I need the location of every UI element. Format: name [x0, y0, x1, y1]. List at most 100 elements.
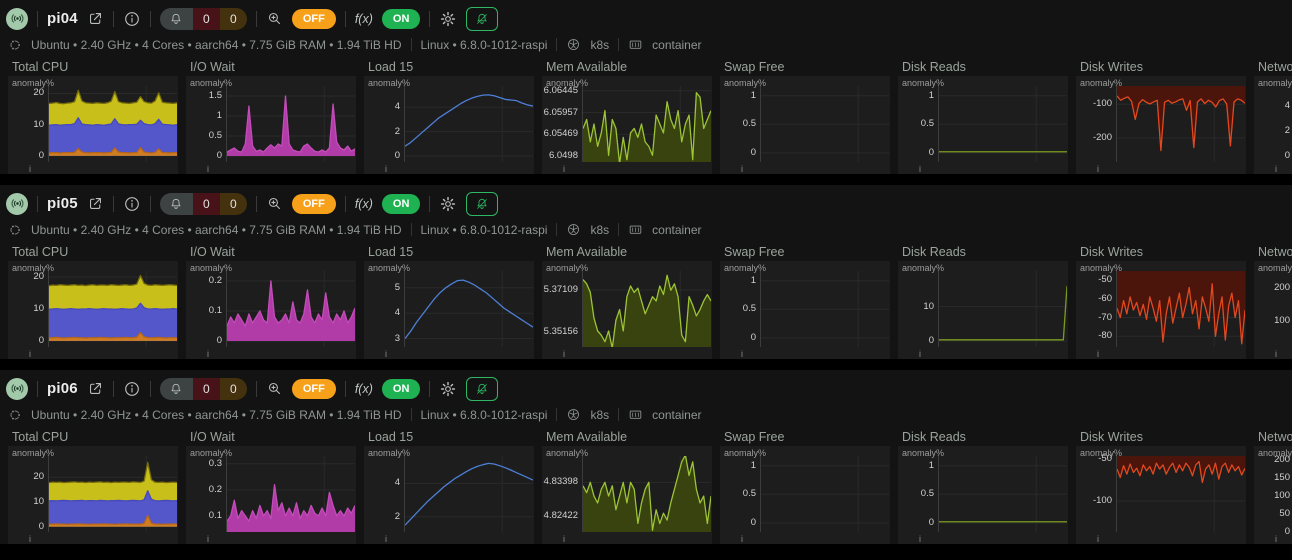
- chart-canvas[interactable]: [583, 86, 711, 162]
- anomaly-silence-button[interactable]: [466, 376, 499, 401]
- chart-canvas[interactable]: [583, 456, 711, 532]
- container-label[interactable]: container: [652, 37, 702, 52]
- chart-canvas[interactable]: [49, 86, 177, 162]
- node-status-icon[interactable]: [6, 7, 28, 30]
- chart-info-icon[interactable]: i: [1275, 534, 1277, 544]
- container-label[interactable]: container: [652, 407, 702, 422]
- chart-info-icon[interactable]: i: [385, 534, 387, 544]
- chart-panel[interactable]: anomaly% i 6.06445 6.05957 6.05469 6.0498: [542, 76, 712, 174]
- chart-info-icon[interactable]: i: [1275, 164, 1277, 174]
- chart-panel[interactable]: anomaly% i 200 100: [1254, 261, 1292, 359]
- chart-canvas[interactable]: [1117, 456, 1245, 532]
- chart-info-icon[interactable]: i: [207, 349, 209, 359]
- chart-info-icon[interactable]: i: [29, 349, 31, 359]
- info-icon[interactable]: [123, 195, 141, 213]
- alerts-pill[interactable]: 0 0: [159, 192, 247, 215]
- chart-plot-area[interactable]: [48, 86, 177, 162]
- chart-info-icon[interactable]: i: [1097, 534, 1099, 544]
- chart-canvas[interactable]: [405, 456, 533, 532]
- chart-plot-area[interactable]: [1116, 271, 1245, 347]
- chart-panel[interactable]: anomaly% i 0.3 0.2 0.1: [186, 446, 356, 544]
- chart-info-icon[interactable]: i: [563, 349, 565, 359]
- chart-plot-area[interactable]: [582, 271, 711, 347]
- chart-canvas[interactable]: [583, 271, 711, 347]
- chart-info-icon[interactable]: i: [29, 534, 31, 544]
- chart-plot-area[interactable]: [760, 86, 889, 162]
- chart-info-icon[interactable]: i: [207, 164, 209, 174]
- info-icon[interactable]: [123, 10, 141, 28]
- chart-canvas[interactable]: [405, 271, 533, 347]
- chart-plot-area[interactable]: [938, 456, 1067, 532]
- info-icon[interactable]: [123, 380, 141, 398]
- chart-plot-area[interactable]: [226, 86, 355, 162]
- chart-canvas[interactable]: [227, 271, 355, 347]
- zoom-toggle[interactable]: OFF: [291, 378, 336, 399]
- chart-panel[interactable]: anomaly% i 4 2 0: [364, 76, 534, 174]
- zoom-toggle[interactable]: OFF: [291, 8, 336, 29]
- chart-panel[interactable]: anomaly% i 200 150 100 50 0: [1254, 446, 1292, 544]
- host-name[interactable]: pi04: [47, 10, 78, 27]
- chart-canvas[interactable]: [49, 456, 177, 532]
- chart-canvas[interactable]: [939, 271, 1067, 347]
- chart-plot-area[interactable]: [938, 86, 1067, 162]
- k8s-label[interactable]: k8s: [590, 37, 610, 52]
- gear-icon[interactable]: [439, 195, 457, 213]
- k8s-label[interactable]: k8s: [590, 222, 610, 237]
- chart-plot-area[interactable]: [582, 456, 711, 532]
- chart-panel[interactable]: anomaly% i 4.83398 4.82422: [542, 446, 712, 544]
- chart-plot-area[interactable]: [404, 456, 533, 532]
- chart-canvas[interactable]: [1117, 86, 1245, 162]
- chart-panel[interactable]: anomaly% i 5 4 3: [364, 261, 534, 359]
- host-name[interactable]: pi06: [47, 380, 78, 397]
- gear-icon[interactable]: [439, 10, 457, 28]
- chart-info-icon[interactable]: i: [741, 534, 743, 544]
- chart-info-icon[interactable]: i: [919, 534, 921, 544]
- chart-plot-area[interactable]: [1116, 86, 1245, 162]
- k8s-label[interactable]: k8s: [590, 407, 610, 422]
- fx-toggle[interactable]: ON: [381, 8, 421, 29]
- chart-panel[interactable]: anomaly% i 1 0.5 0: [898, 76, 1068, 174]
- chart-panel[interactable]: anomaly% i 20 10 0: [8, 76, 178, 174]
- external-link-icon[interactable]: [87, 10, 104, 27]
- chart-panel[interactable]: anomaly% i -50 -100: [1076, 446, 1246, 544]
- container-label[interactable]: container: [652, 222, 702, 237]
- chart-plot-area[interactable]: [226, 456, 355, 532]
- chart-info-icon[interactable]: i: [385, 349, 387, 359]
- chart-panel[interactable]: anomaly% i -100 -200: [1076, 76, 1246, 174]
- chart-plot-area[interactable]: [1116, 456, 1245, 532]
- chart-info-icon[interactable]: i: [29, 164, 31, 174]
- alerts-pill[interactable]: 0 0: [159, 7, 247, 30]
- fx-toggle[interactable]: ON: [381, 193, 421, 214]
- chart-canvas[interactable]: [761, 86, 889, 162]
- chart-info-icon[interactable]: i: [919, 164, 921, 174]
- chart-info-icon[interactable]: i: [563, 164, 565, 174]
- chart-plot-area[interactable]: [760, 271, 889, 347]
- chart-info-icon[interactable]: i: [385, 164, 387, 174]
- chart-plot-area[interactable]: [404, 271, 533, 347]
- chart-panel[interactable]: anomaly% i 1 0.5 0: [720, 261, 890, 359]
- chart-plot-area[interactable]: [404, 86, 533, 162]
- chart-plot-area[interactable]: [48, 456, 177, 532]
- chart-panel[interactable]: anomaly% i 4 2: [364, 446, 534, 544]
- chart-panel[interactable]: anomaly% i 20 10 0: [8, 261, 178, 359]
- chart-canvas[interactable]: [939, 86, 1067, 162]
- chart-plot-area[interactable]: [48, 271, 177, 347]
- chart-panel[interactable]: anomaly% i 1 0.5 0: [720, 76, 890, 174]
- anomaly-silence-button[interactable]: [466, 6, 499, 31]
- chart-panel[interactable]: anomaly% i -50 -60 -70 -80: [1076, 261, 1246, 359]
- anomaly-silence-button[interactable]: [466, 191, 499, 216]
- chart-plot-area[interactable]: [582, 86, 711, 162]
- chart-info-icon[interactable]: i: [1097, 349, 1099, 359]
- chart-panel[interactable]: anomaly% i 10 0: [898, 261, 1068, 359]
- chart-canvas[interactable]: [405, 86, 533, 162]
- alerts-pill[interactable]: 0 0: [159, 377, 247, 400]
- chart-info-icon[interactable]: i: [207, 534, 209, 544]
- chart-canvas[interactable]: [227, 86, 355, 162]
- chart-info-icon[interactable]: i: [1097, 164, 1099, 174]
- chart-panel[interactable]: anomaly% i 1 0.5 0: [898, 446, 1068, 544]
- chart-canvas[interactable]: [939, 456, 1067, 532]
- chart-info-icon[interactable]: i: [1275, 349, 1277, 359]
- chart-plot-area[interactable]: [938, 271, 1067, 347]
- chart-canvas[interactable]: [49, 271, 177, 347]
- chart-info-icon[interactable]: i: [741, 349, 743, 359]
